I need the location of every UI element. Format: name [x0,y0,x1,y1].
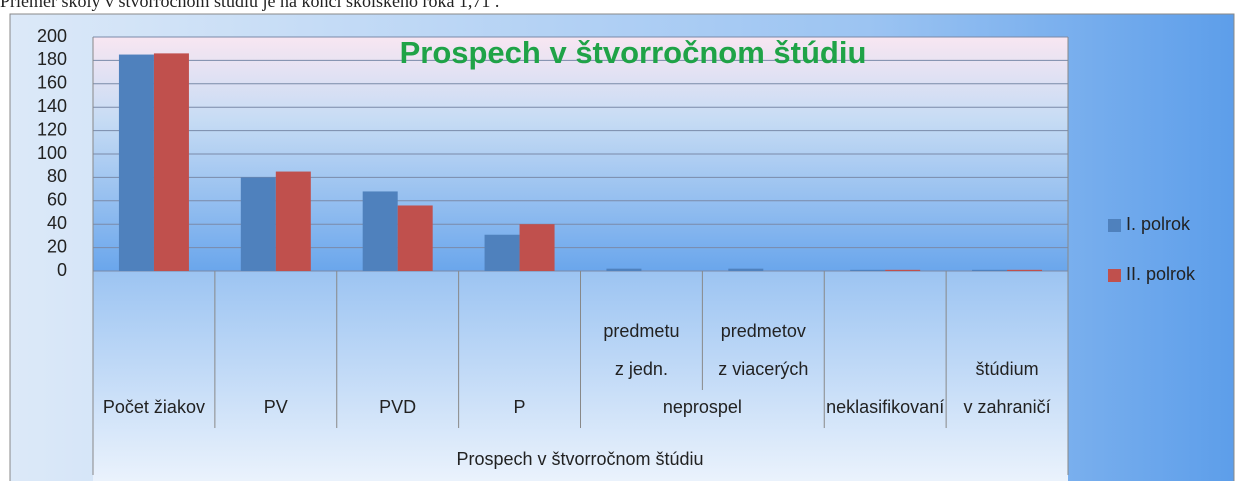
x-group-label: neprospel [663,397,742,417]
chart-title: Prospech v štvorročnom štúdiu [400,35,867,70]
bar [240,177,276,271]
x-tick-label: PV [264,397,288,417]
legend-label: II. polrok [1126,264,1196,284]
y-tick-label: 120 [37,119,67,139]
bar [1007,269,1043,271]
y-tick-label: 180 [37,49,67,69]
y-tick-label: 0 [57,260,67,280]
bar [362,191,398,271]
bar [397,205,433,271]
x-tick-label: PVD [379,397,416,417]
bar [118,54,154,271]
x-tick-label: z viacerých [718,359,808,379]
caption: Priemer školy v štvorročnom štúdiu je na… [0,0,499,11]
bar [484,234,520,271]
y-tick-label: 140 [37,96,67,116]
bar [606,268,642,271]
y-tick-label: 80 [47,166,67,186]
legend-swatch [1108,219,1121,232]
y-tick-label: 20 [47,236,67,256]
x-tick-label: z jedn. [615,359,668,379]
x-tick-label: predmetu [603,321,679,341]
y-tick-label: 200 [37,26,67,46]
bar [885,269,921,271]
y-tick-label: 160 [37,73,67,93]
y-tick-label: 40 [47,213,67,233]
x-tick-label: neklasifikovaní [826,397,944,417]
y-tick-label: 100 [37,143,67,163]
legend-label: I. polrok [1126,214,1191,234]
x-tick-label: v zahraničí [964,397,1051,417]
bar [519,224,555,271]
legend-swatch [1108,269,1121,282]
bar [850,269,886,271]
bar [153,53,189,271]
x-tick-label: Počet žiakov [103,397,205,417]
bar [728,268,764,271]
x-tick-label: štúdium [976,359,1039,379]
x-tick-label: predmetov [721,321,806,341]
x-tick-label: P [514,397,526,417]
x-axis-label: Prospech v štvorročnom štúdiu [456,449,703,469]
bar [275,171,311,271]
y-tick-label: 60 [47,190,67,210]
bar [972,269,1008,271]
